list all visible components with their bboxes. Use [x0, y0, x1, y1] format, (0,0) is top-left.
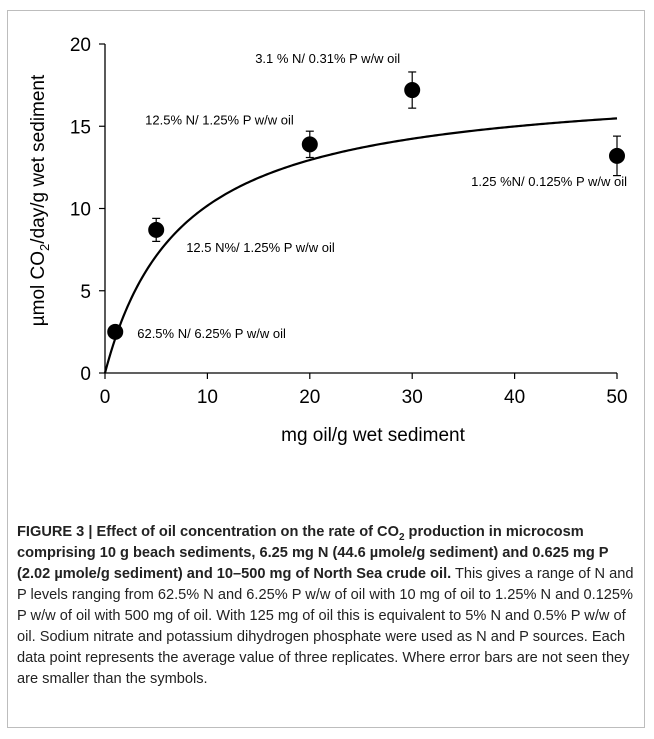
y-axis-label-part-2: /day/g wet sediment — [28, 74, 49, 244]
y-tick-label: 20 — [70, 35, 91, 56]
data-point-label: 12.5 N%/ 1.25% P w/w oil — [186, 240, 335, 255]
x-tick-label: 50 — [606, 387, 627, 408]
y-tick-label: 5 — [80, 282, 91, 303]
y-tick-label: 15 — [70, 117, 91, 138]
data-point-label: 62.5% N/ 6.25% P w/w oil — [137, 326, 286, 341]
caption-lead-part-2: production in microcosm comprising 10 g … — [17, 524, 609, 582]
x-axis-label: mg oil/g wet sediment — [281, 425, 465, 446]
axes: 0 10 20 30 40 50 0 5 10 15 20 — [70, 35, 628, 408]
x-tick-label: 30 — [402, 387, 423, 408]
x-tick-label: 10 — [197, 387, 218, 408]
data-point — [148, 221, 165, 238]
caption-lead-subscript: 2 — [398, 531, 405, 543]
data-point — [404, 82, 421, 99]
y-axis-label-part-1: µmol CO — [28, 251, 49, 326]
data-point-label: 1.25 %N/ 0.125% P w/w oil — [471, 174, 627, 189]
y-tick-label: 0 — [80, 364, 91, 385]
data-point — [107, 323, 124, 340]
chart: 0 10 20 30 40 50 0 5 10 15 20 62.5% N/ 6.25% P w/w… — [28, 35, 628, 446]
y-tick-label: 10 — [70, 200, 91, 221]
x-tick-label: 0 — [100, 387, 111, 408]
fit-curve-layer — [103, 117, 618, 374]
data-point-label: 3.1 % N/ 0.31% P w/w oil — [255, 51, 400, 66]
figure-caption: FIGURE 3 | Effect of oil concentration o… — [17, 522, 639, 690]
caption-body: This gives a range of N and P levels ran… — [17, 566, 634, 687]
caption-lead: FIGURE 3 | Effect of oil concentration o… — [17, 524, 608, 582]
caption-lead-part-1: FIGURE 3 | Effect of oil concentration o… — [17, 524, 399, 540]
x-tick-label: 20 — [299, 387, 320, 408]
y-axis-label: µmol CO2/day/g wet sediment — [28, 74, 52, 326]
figure-frame — [7, 10, 645, 728]
data-point-label: 12.5% N/ 1.25% P w/w oil — [145, 112, 294, 127]
fit-curve — [103, 117, 618, 374]
data-point — [609, 147, 625, 164]
data-point — [301, 136, 318, 153]
point-labels-layer: 62.5% N/ 6.25% P w/w oil 12.5 N%/ 1.25% P… — [137, 51, 627, 341]
y-axis-label-subscript: 2 — [37, 244, 52, 251]
x-tick-label: 40 — [504, 387, 525, 408]
data-points-layer — [107, 71, 625, 340]
